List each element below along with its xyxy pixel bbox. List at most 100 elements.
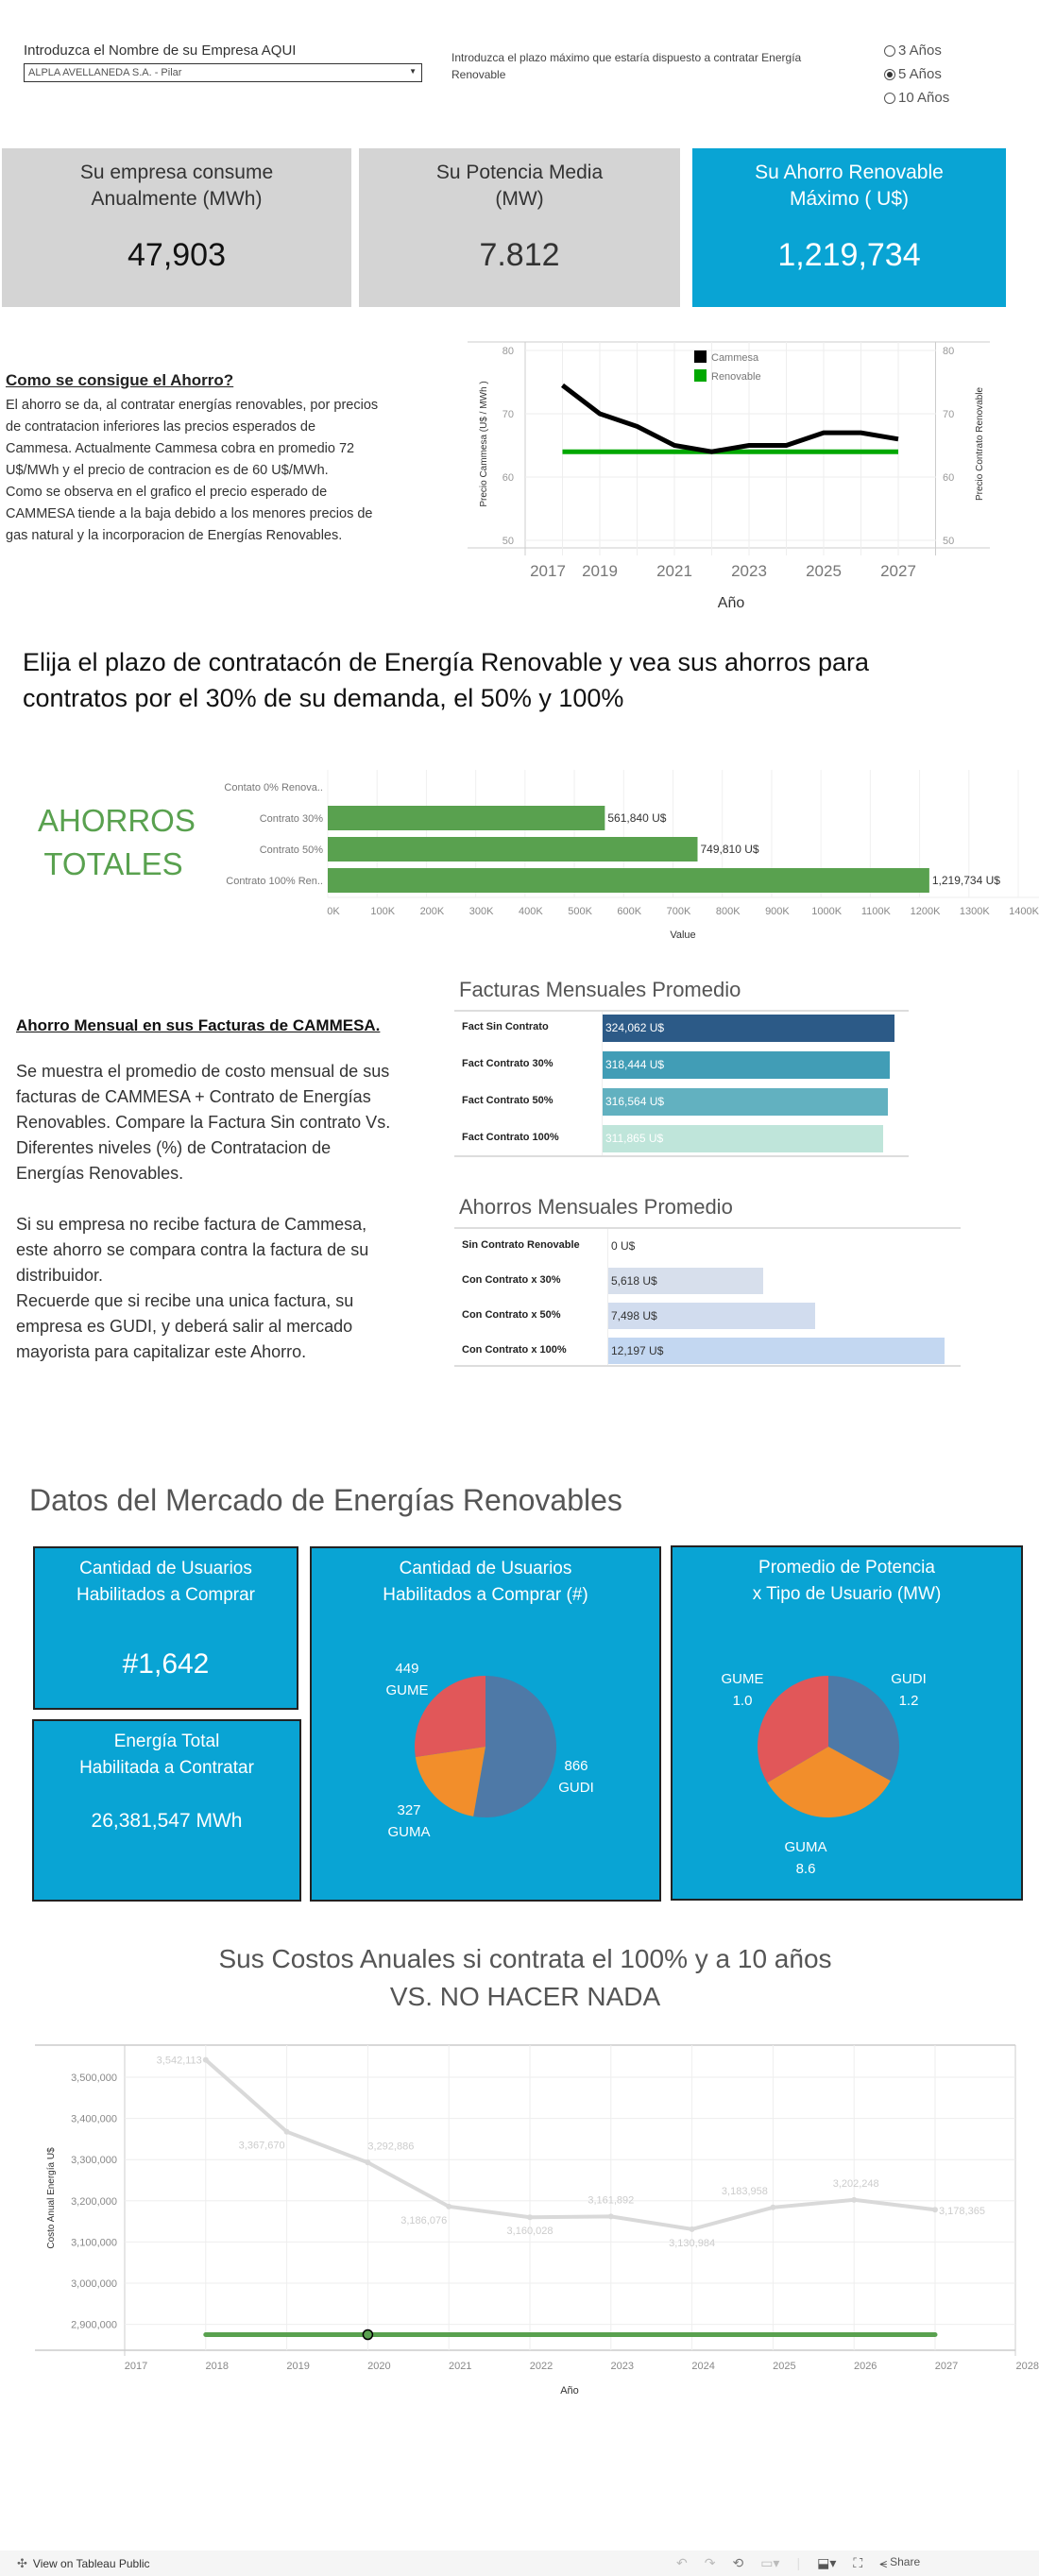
data-point <box>607 2213 614 2220</box>
x-axis-title: Value <box>670 930 695 941</box>
radio-icon <box>884 92 895 104</box>
y-tick-label-right: 60 <box>943 472 954 484</box>
x-tick-label: 2023 <box>611 2361 634 2372</box>
slice-label: 449 <box>395 1661 418 1677</box>
undo-icon[interactable]: ↶ <box>676 2555 688 2570</box>
y-tick-label: 3,300,000 <box>71 2155 117 2166</box>
x-tick-label: 1400K <box>1009 906 1039 917</box>
x-tick-label: 1100K <box>861 906 892 917</box>
radio-icon <box>884 44 895 57</box>
revert-icon[interactable]: ⟲ <box>732 2555 744 2570</box>
x-tick-label: 2027 <box>935 2361 958 2372</box>
x-tick-label: 1200K <box>911 906 941 917</box>
heading-line: contratos por el 30% de su demanda, el 5… <box>23 684 624 712</box>
x-tick-label: 900K <box>765 906 790 917</box>
y-tick-label: 3,000,000 <box>71 2278 117 2290</box>
bar-value-label: 749,810 U$ <box>701 843 759 856</box>
category-label: Contrato 30% <box>260 813 323 825</box>
text-line: facturas de CAMMESA + Contrato de Energí… <box>16 1087 371 1106</box>
slice-label: GUME <box>386 1682 429 1698</box>
x-tick-label: 100K <box>370 906 395 917</box>
x-tick-label: 1300K <box>960 906 990 917</box>
pause-icon[interactable]: ▭▾ <box>760 2555 780 2570</box>
kpi-title: Su empresa consume Anualmente (MWh) <box>79 162 274 210</box>
data-point <box>689 2226 695 2232</box>
tableau-footer: ✣ View on Tableau Public ↶ ↷ ⟲ ▭▾ | ⬓▾ ⛶… <box>0 2550 1039 2576</box>
text-line: Renovables. Compare la Factura Sin contr… <box>16 1113 391 1132</box>
ahorros-totales-label: AHORROS TOTALES <box>38 799 196 886</box>
radio-10-anos[interactable]: 10 Años <box>884 90 949 106</box>
mensual-text: Se muestra el promedio de costo mensual … <box>16 1059 432 1365</box>
bar: 324,062 U$ <box>603 1014 894 1042</box>
text-line: este ahorro se compara contra la factura… <box>16 1240 369 1259</box>
category-label: Contrato 100% Ren.. <box>226 876 323 887</box>
x-tick-label: 2017 <box>125 2361 147 2372</box>
series-line-no-hacer-nada <box>204 2058 936 2231</box>
bar <box>328 806 605 830</box>
x-tick-label: 300K <box>469 906 494 917</box>
row-label: Fact Contrato 50% <box>462 1095 554 1106</box>
bar-value-label: 5,618 U$ <box>611 1274 657 1288</box>
y-tick-label-right: 70 <box>943 409 954 420</box>
radio-selected-icon <box>884 68 895 80</box>
redo-icon[interactable]: ↷ <box>704 2555 716 2570</box>
company-select[interactable]: ALPLA AVELLANEDA S.A. - Pilar ▼ <box>24 63 422 82</box>
data-label: 3,178,365 <box>939 2206 985 2217</box>
x-tick-label: 2019 <box>286 2361 309 2372</box>
label-line: AHORROS <box>38 803 196 838</box>
bar: 316,564 U$ <box>603 1087 888 1116</box>
x-tick-label: 400K <box>519 906 543 917</box>
bar-value-label: 318,444 U$ <box>605 1058 665 1071</box>
bar: 12,197 U$ <box>608 1338 945 1364</box>
text-line: Diferentes niveles (%) de Contratacion d… <box>16 1138 332 1157</box>
bar: 0 U$ <box>608 1233 635 1259</box>
fullscreen-icon[interactable]: ⛶ <box>853 2555 863 2570</box>
x-tick-label: 600K <box>617 906 641 917</box>
y-tick-label-right: 50 <box>943 536 954 547</box>
radio-3-anos[interactable]: 3 Años <box>884 43 942 59</box>
company-label: Introduzca el Nombre de su Empresa AQUI <box>24 43 297 59</box>
row-label: Fact Sin Contrato <box>462 1021 549 1032</box>
category-label: Contato 0% Renova.. <box>224 782 323 793</box>
slice-label: 1.0 <box>733 1693 753 1709</box>
share-button[interactable]: ⪪ Share <box>879 2555 920 2571</box>
plazo-label: Introduzca el plazo máximo que estaría d… <box>451 51 802 81</box>
highlight-point <box>362 2329 374 2341</box>
text-line: U$/MWh y el precio de contracion es de 6… <box>6 463 329 478</box>
text-line: distribuidor. <box>16 1266 104 1285</box>
x-axis-title: Año <box>560 2385 579 2397</box>
kpi-value: 47,903 <box>128 237 226 273</box>
bar-value-label: 561,840 U$ <box>607 811 666 825</box>
x-tick-label: 2018 <box>206 2361 229 2372</box>
data-label: 3,292,886 <box>367 2141 414 2152</box>
x-tick-label: 2025 <box>773 2361 795 2372</box>
title-line: VS. NO HACER NADA <box>389 1982 661 2011</box>
x-tick-label: 2024 <box>691 2361 714 2372</box>
text-line: Si su empresa no recibe factura de Camme… <box>16 1215 367 1234</box>
y-axis-title: Costo Anual Energía U$ <box>46 2147 57 2249</box>
slice-label: 327 <box>397 1802 420 1818</box>
data-label: 3,186,076 <box>400 2215 447 2226</box>
y-tick-label: 80 <box>502 346 514 357</box>
view-on-tableau-link[interactable]: ✣ View on Tableau Public <box>17 2556 150 2571</box>
download-icon[interactable]: ⬓▾ <box>817 2555 837 2570</box>
text-line: gas natural y la incorporacion de Energí… <box>6 528 343 543</box>
data-point <box>283 2128 290 2135</box>
data-label: 3,130,984 <box>669 2238 715 2249</box>
card-title: Promedio de Potencia x Tipo de Usuario (M… <box>752 1558 942 1604</box>
legend-swatch <box>694 369 707 382</box>
x-tick-label: 2020 <box>367 2361 390 2372</box>
bar <box>328 868 929 893</box>
x-tick-label: 200K <box>420 906 445 917</box>
x-tick-label: 700K <box>667 906 691 917</box>
card-title: Cantidad de Usuarios Habilitados a Compra… <box>76 1559 256 1605</box>
kpi-consumo: Su empresa consume Anualmente (MWh) 47,9… <box>2 148 351 307</box>
bar-value-label: 316,564 U$ <box>605 1095 665 1108</box>
pie-slice-guma <box>767 1747 891 1817</box>
x-tick-label: 2027 <box>880 562 916 580</box>
data-label: 3,160,028 <box>507 2226 554 2237</box>
text-line: empresa es GUDI, y deberá salir al merca… <box>16 1317 353 1336</box>
radio-5-anos[interactable]: 5 Años <box>884 66 942 82</box>
market-title: Datos del Mercado de Energías Renovables <box>29 1483 622 1517</box>
data-point <box>202 2056 209 2063</box>
